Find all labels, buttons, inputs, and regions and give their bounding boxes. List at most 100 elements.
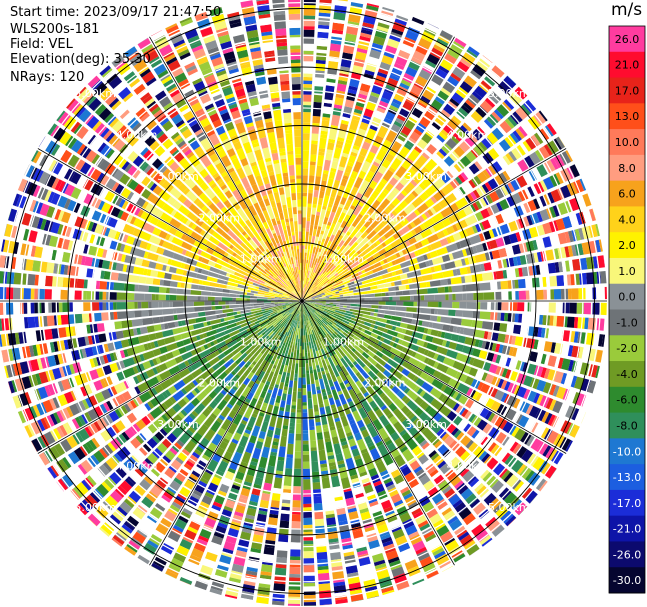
velocity-gate [274,313,279,317]
velocity-gate [215,341,227,350]
velocity-gate [436,346,448,356]
velocity-gate [96,483,109,497]
velocity-gate [30,420,43,435]
velocity-gate [408,278,413,284]
velocity-gate [134,293,145,300]
velocity-gate [334,310,346,315]
velocity-gate [330,36,342,45]
velocity-gate [307,334,311,342]
velocity-gate [292,327,295,331]
velocity-gate [364,246,373,254]
velocity-gate [211,306,216,310]
velocity-gate [278,446,286,458]
velocity-gate [531,302,539,312]
velocity-gate [456,482,469,495]
velocity-gate [106,281,114,290]
velocity-gate [122,264,128,272]
velocity-gate [461,276,466,284]
velocity-gate [427,233,439,244]
velocity-gate [275,395,282,404]
velocity-gate [23,302,28,314]
velocity-gate [144,293,152,301]
velocity-gate [497,378,505,389]
velocity-gate [355,51,367,61]
velocity-gate [432,272,444,280]
velocity-gate [231,451,243,464]
velocity-gate [439,112,449,121]
velocity-gate [432,221,445,232]
velocity-gate [335,252,344,263]
velocity-gate [363,186,374,199]
velocity-gate [363,15,376,25]
velocity-gate [343,547,354,554]
velocity-gate [80,255,86,266]
velocity-gate [30,302,35,314]
velocity-gate [302,284,304,288]
velocity-gate [443,103,456,116]
velocity-gate [335,453,344,462]
velocity-gate [175,495,186,504]
velocity-gate [360,448,368,455]
velocity-gate [472,202,480,211]
velocity-gate [452,499,463,509]
velocity-gate [134,310,142,318]
velocity-gate [318,299,323,300]
velocity-gate [343,301,355,304]
velocity-gate [260,420,269,433]
velocity-gate [291,311,294,315]
velocity-gate [317,292,325,296]
velocity-gate [142,427,153,439]
velocity-gate [508,151,517,162]
velocity-gate [318,12,331,17]
velocity-gate [12,395,22,409]
velocity-gate [455,176,463,185]
velocity-gate [319,460,327,465]
velocity-gate [209,229,215,235]
velocity-gate [303,290,311,299]
velocity-gate [317,318,325,328]
velocity-gate [491,342,497,352]
velocity-gate [603,255,606,268]
velocity-gate [493,416,505,428]
velocity-gate [351,366,359,374]
velocity-gate [317,393,324,405]
velocity-gate [326,224,331,230]
velocity-gate [264,539,276,549]
velocity-gate [351,265,359,272]
velocity-gate [247,366,253,372]
velocity-gate [291,401,297,406]
velocity-gate [48,302,52,313]
velocity-gate [102,500,114,511]
velocity-gate [84,256,93,267]
velocity-gate [364,585,378,592]
velocity-gate [375,440,384,447]
velocity-gate [183,301,194,307]
velocity-gate [361,301,369,305]
velocity-gate [321,370,326,375]
velocity-gate [303,26,315,30]
velocity-gate [488,165,497,175]
velocity-gate [289,295,300,300]
velocity-gate [358,407,368,419]
velocity-gate [230,487,240,494]
velocity-gate [304,249,308,253]
velocity-gate [436,38,449,47]
velocity-gate [552,205,560,217]
velocity-gate [409,289,417,295]
velocity-gate [159,428,168,437]
velocity-gate [285,303,289,305]
velocity-gate [240,322,248,328]
velocity-gate [497,312,502,321]
velocity-gate [283,331,288,339]
velocity-gate [309,316,313,323]
velocity-gate [257,327,267,336]
velocity-gate [389,177,399,187]
velocity-gate [336,333,346,343]
velocity-gate [401,418,412,429]
velocity-gate [273,324,278,328]
velocity-gate [269,397,276,406]
velocity-gate [18,227,25,240]
velocity-gate [433,189,446,202]
velocity-gate [276,308,284,312]
velocity-gate [373,261,382,268]
